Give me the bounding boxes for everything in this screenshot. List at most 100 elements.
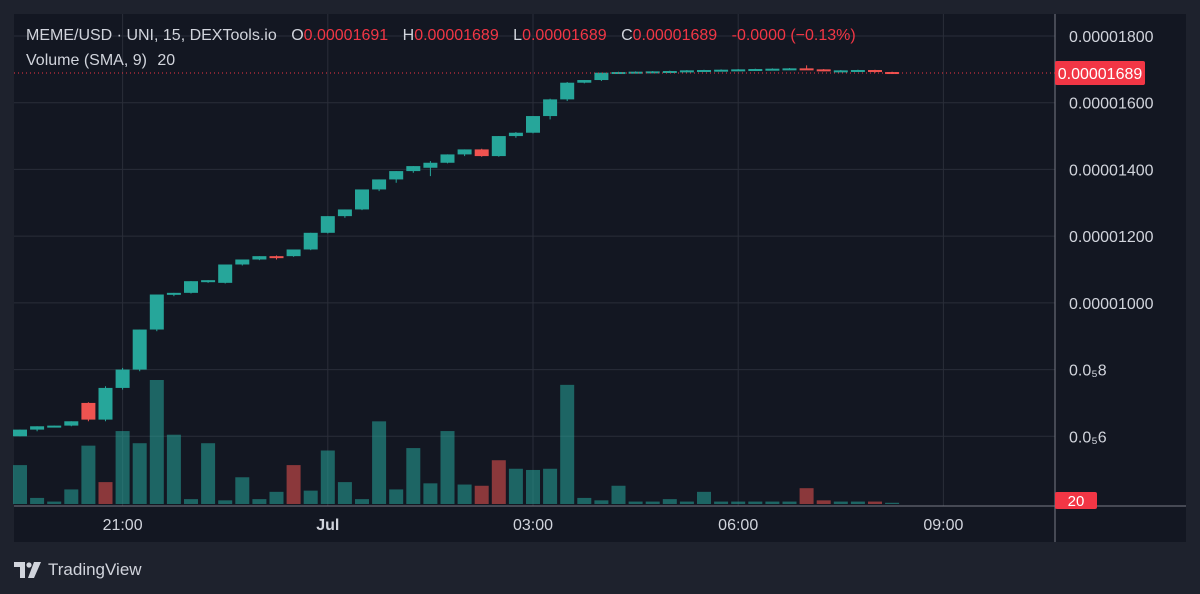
volume-bar bbox=[662, 499, 677, 504]
volume-indicator-label[interactable]: Volume (SMA, 9) bbox=[26, 52, 147, 69]
candle-body bbox=[355, 189, 369, 210]
candle bbox=[149, 294, 164, 332]
candle bbox=[201, 280, 216, 283]
candle-body bbox=[149, 294, 164, 330]
volume-bar bbox=[64, 489, 79, 504]
candle-body bbox=[850, 70, 865, 73]
candle bbox=[765, 68, 780, 71]
volume-bar bbox=[799, 488, 814, 504]
volume-bar bbox=[30, 497, 45, 504]
volume-bar bbox=[98, 482, 113, 504]
symbol-label[interactable]: MEME/USD · UNI, 15, DEXTools.io bbox=[26, 27, 277, 44]
volume-bar bbox=[816, 500, 831, 504]
volume-bar bbox=[372, 421, 387, 504]
volume-bar bbox=[457, 484, 472, 504]
candle-body bbox=[440, 154, 455, 163]
candle bbox=[115, 367, 130, 390]
candle-body bbox=[320, 216, 335, 233]
candle bbox=[132, 329, 147, 372]
candle-body bbox=[714, 69, 729, 72]
price-tick-label: 0.00001200 bbox=[1069, 229, 1154, 246]
candle-body bbox=[628, 71, 643, 74]
candle-body bbox=[457, 149, 472, 155]
candle bbox=[850, 69, 865, 73]
candle-body bbox=[508, 132, 523, 137]
close-label: C bbox=[621, 27, 633, 44]
tradingview-logo-icon bbox=[14, 562, 41, 578]
candle-body bbox=[645, 71, 660, 74]
volume-bar bbox=[132, 443, 147, 504]
candle-body bbox=[166, 292, 181, 295]
open-label: O bbox=[291, 27, 304, 44]
candle bbox=[833, 70, 848, 73]
candle-body bbox=[816, 69, 831, 72]
candle bbox=[474, 148, 489, 157]
candle-body bbox=[474, 149, 489, 157]
open-value: 0.00001691 bbox=[303, 27, 389, 44]
volume-badge bbox=[1055, 492, 1097, 509]
candle-body bbox=[235, 259, 250, 265]
volume-bar bbox=[543, 468, 558, 504]
candle bbox=[628, 71, 643, 74]
high-value: 0.00001689 bbox=[414, 27, 499, 44]
candle-body bbox=[389, 171, 404, 180]
candle-body bbox=[799, 68, 814, 71]
volume-bar bbox=[697, 491, 711, 504]
time-tick-label: Jul bbox=[316, 517, 339, 534]
candle-body bbox=[286, 249, 301, 257]
candle-body bbox=[543, 99, 558, 117]
candle-body bbox=[98, 387, 113, 420]
candle bbox=[679, 70, 694, 73]
volume-bar bbox=[782, 501, 797, 504]
volume-bar bbox=[868, 501, 882, 504]
volume-bar bbox=[355, 499, 369, 504]
price-tick-label: 0.0₅6 bbox=[1069, 429, 1107, 446]
volume-bar bbox=[645, 501, 660, 504]
time-tick-label: 06:00 bbox=[718, 517, 758, 534]
candle-body bbox=[372, 179, 387, 190]
last-price-badge bbox=[1055, 61, 1145, 86]
volume-bar bbox=[765, 501, 780, 504]
change-value: -0.0000 (−0.13%) bbox=[731, 27, 856, 44]
volume-bar bbox=[303, 490, 318, 504]
plot-area[interactable] bbox=[14, 14, 1055, 506]
candle-body bbox=[526, 116, 540, 133]
candle bbox=[303, 232, 318, 251]
candle-body bbox=[252, 256, 267, 260]
candle-body bbox=[697, 70, 711, 73]
candle bbox=[457, 149, 472, 157]
candle bbox=[166, 292, 181, 297]
candle-body bbox=[662, 71, 677, 74]
low-value: 0.00001689 bbox=[522, 27, 607, 44]
volume-badge-label: 20 bbox=[1068, 493, 1085, 510]
candle-body bbox=[885, 72, 900, 75]
candle bbox=[372, 179, 387, 192]
volume-bar bbox=[218, 500, 233, 504]
candle-body bbox=[560, 82, 575, 100]
candle bbox=[30, 426, 45, 432]
low-label: L bbox=[513, 27, 523, 44]
candle bbox=[286, 249, 301, 257]
tradingview-branding[interactable]: TradingView bbox=[14, 560, 142, 580]
time-tick-label: 21:00 bbox=[103, 517, 143, 534]
candle-body bbox=[423, 162, 438, 168]
candle bbox=[337, 209, 352, 218]
price-tick-label: 0.00001600 bbox=[1069, 96, 1154, 113]
high-label: H bbox=[402, 27, 415, 44]
volume-bar bbox=[149, 380, 164, 504]
ohlc-legend: MEME/USD · UNI, 15, DEXTools.io O0.00001… bbox=[26, 27, 856, 45]
price-axis-area[interactable] bbox=[1055, 14, 1186, 542]
candle-body bbox=[13, 429, 27, 437]
time-axis-area[interactable] bbox=[14, 506, 1055, 542]
volume-bar bbox=[731, 501, 746, 504]
candle bbox=[355, 189, 369, 211]
volume-bar bbox=[491, 460, 506, 504]
volume-bar bbox=[850, 501, 865, 504]
candle bbox=[526, 116, 540, 134]
volume-bar bbox=[748, 501, 763, 504]
candle-body bbox=[337, 209, 352, 217]
candle-body bbox=[833, 70, 848, 73]
candle-body bbox=[594, 72, 609, 81]
candle-body bbox=[731, 69, 746, 72]
